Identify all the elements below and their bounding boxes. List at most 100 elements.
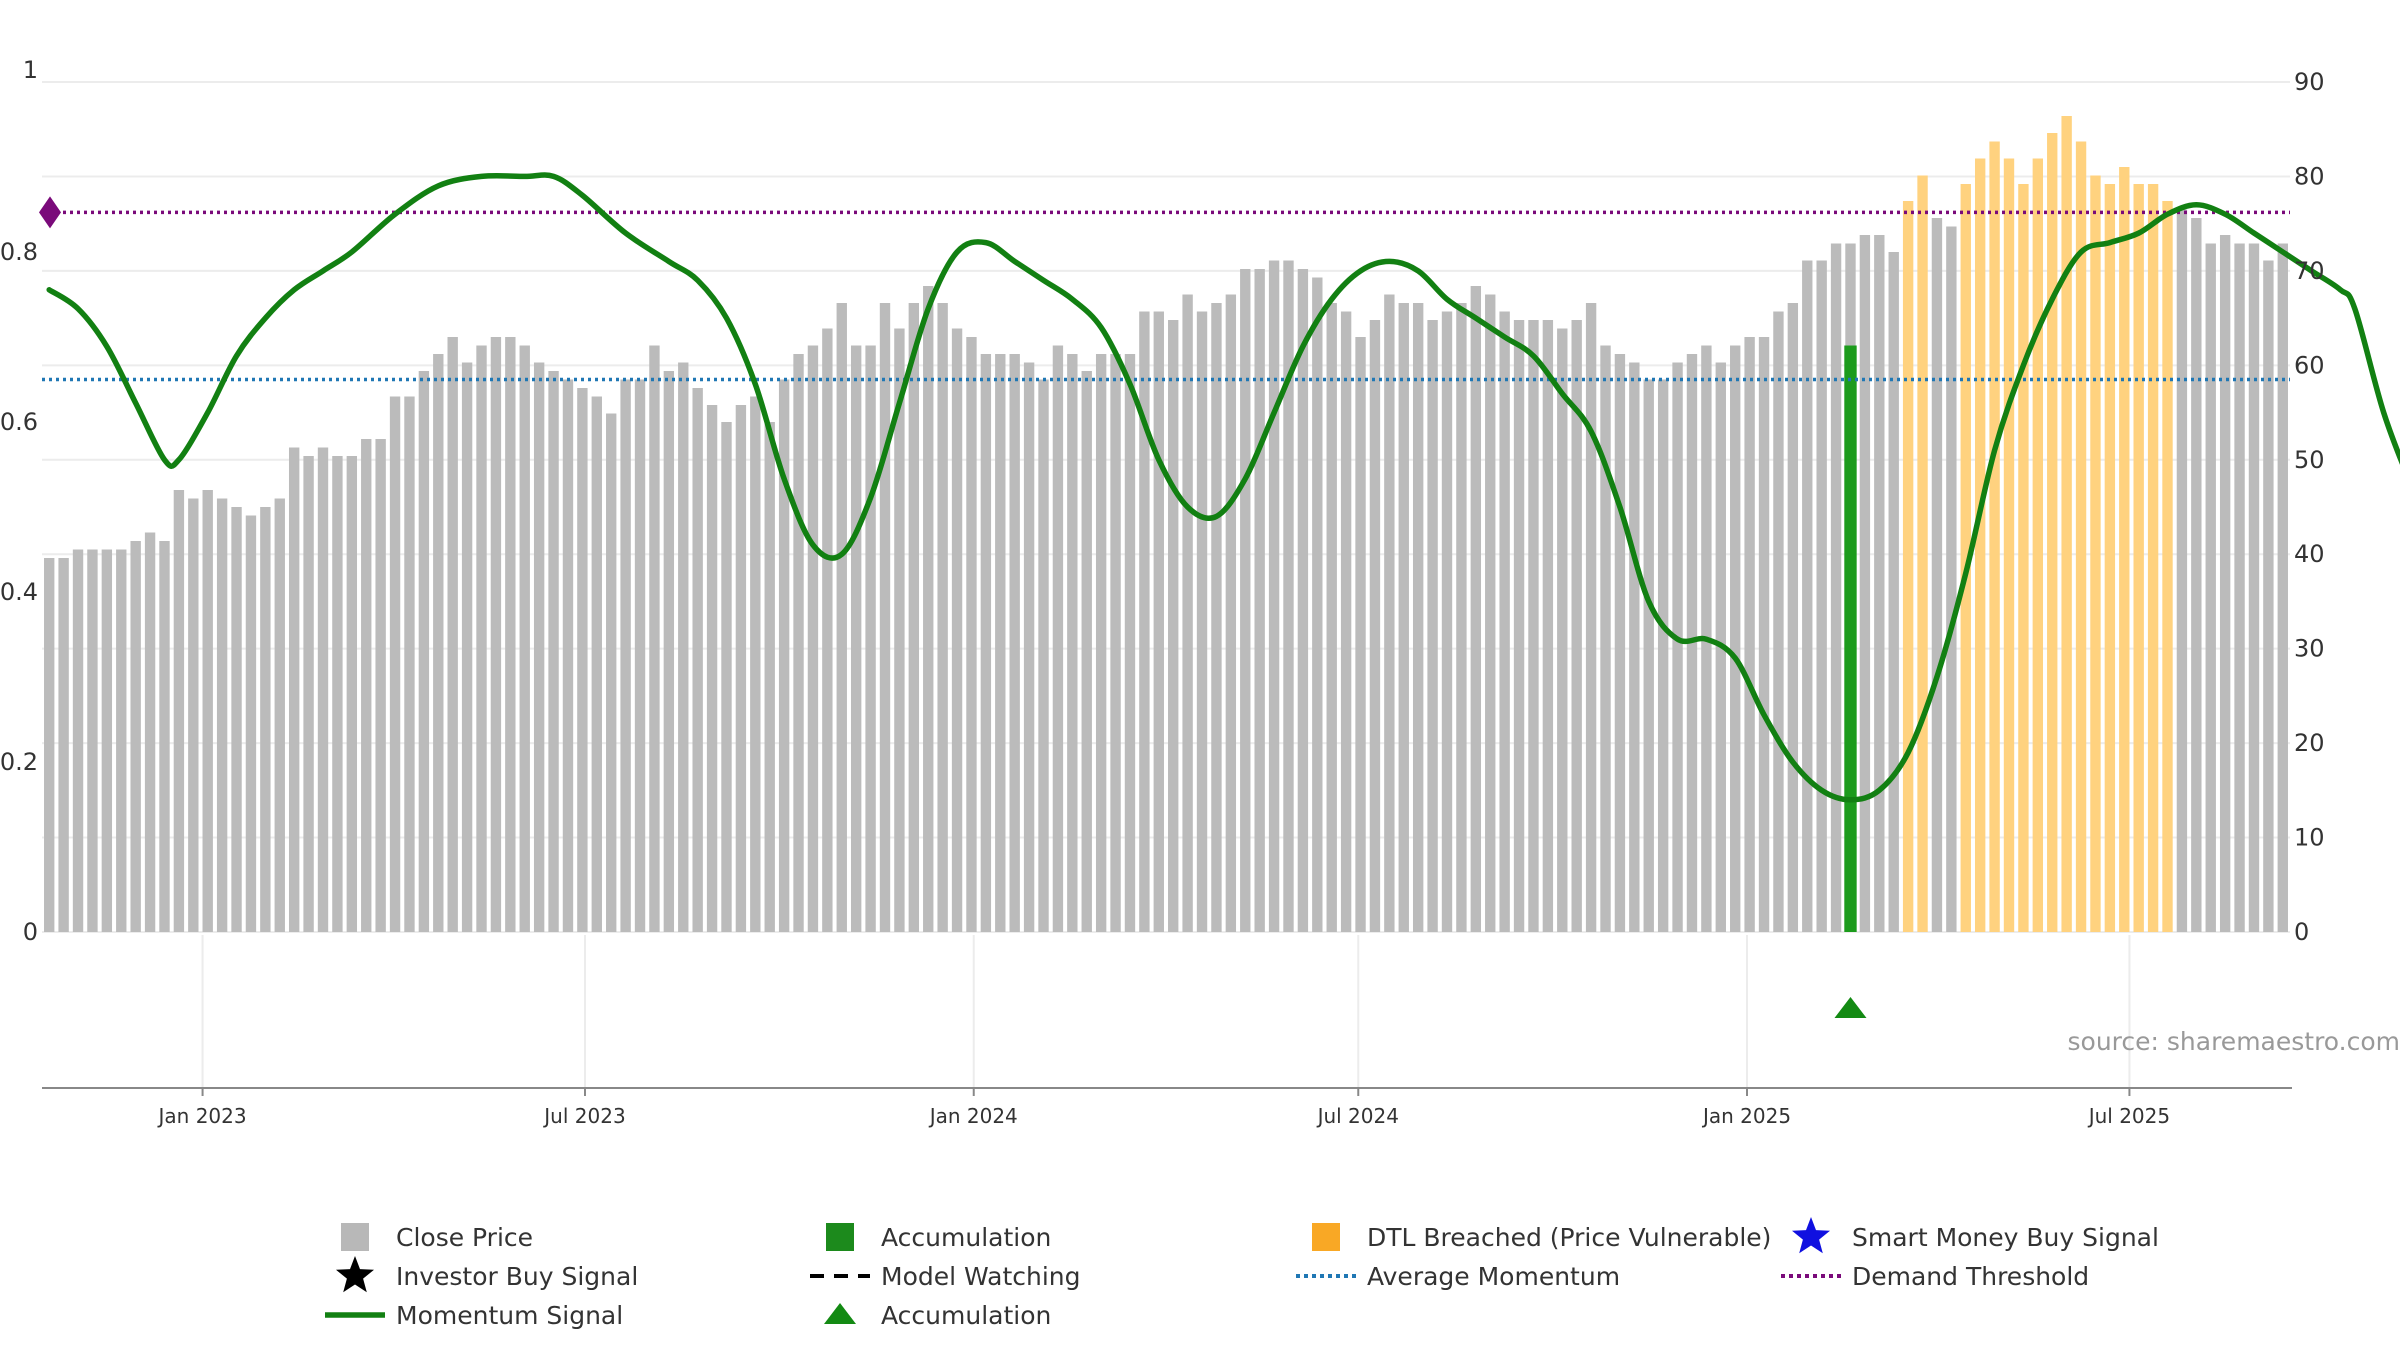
- legend-swatch: [826, 1223, 854, 1251]
- close-price-bar: [1874, 235, 1885, 932]
- left-tick-label: 0.2: [0, 748, 38, 776]
- close-price-bar: [1052, 345, 1064, 932]
- close-price-bar: [101, 549, 113, 932]
- close-price-bar: [807, 345, 819, 932]
- close-price-bar: [116, 549, 127, 932]
- close-price-bar: [822, 328, 833, 932]
- close-price-bar: [1513, 320, 1525, 932]
- close-price-bar: [591, 396, 602, 932]
- left-tick-label: 0.8: [0, 238, 38, 266]
- close-price-bar: [1283, 260, 1294, 932]
- close-price-bar: [1859, 235, 1871, 932]
- close-price-bar: [1672, 362, 1683, 932]
- legend-item-smart-money-buy-signal: Smart Money Buy Signal: [1792, 1217, 2159, 1254]
- legend-label: Investor Buy Signal: [396, 1262, 638, 1291]
- close-price-bar: [1254, 269, 1265, 932]
- close-price-bar: [346, 456, 358, 932]
- close-price-bar: [1485, 294, 1496, 932]
- close-price-bar: [2263, 260, 2274, 932]
- close-price-bar: [1657, 379, 1669, 932]
- legend-item-close-price: Close Price: [341, 1223, 533, 1252]
- close-price-bar: [1211, 303, 1222, 932]
- close-price-bar: [692, 388, 703, 932]
- close-price-bar: [1225, 294, 1237, 932]
- right-tick-label: 40: [2294, 540, 2325, 568]
- legend-label: Accumulation: [881, 1301, 1051, 1330]
- close-price-bar: [1456, 303, 1467, 932]
- close-price-bar: [216, 498, 228, 932]
- close-price-bar: [231, 507, 242, 932]
- close-price-bar: [1802, 260, 1813, 932]
- close-price-bar: [562, 379, 574, 932]
- close-price-bar: [1168, 320, 1179, 932]
- legend-label: Accumulation: [881, 1223, 1051, 1252]
- close-price-bar: [1240, 269, 1251, 932]
- right-tick-label: 30: [2294, 635, 2325, 663]
- close-price-bar: [2234, 243, 2245, 932]
- close-price-bar: [1110, 354, 1121, 932]
- close-price-bar: [461, 362, 473, 932]
- close-price-bar: [2277, 243, 2288, 932]
- right-tick-label: 10: [2294, 824, 2325, 852]
- close-price-bar: [1643, 379, 1654, 932]
- close-price-bar: [519, 345, 530, 932]
- close-price-bar: [1297, 269, 1309, 932]
- legend-item-momentum-signal: Momentum Signal: [325, 1301, 623, 1330]
- legend-swatch: [1312, 1223, 1340, 1251]
- close-price-bar: [908, 303, 920, 932]
- dtl-breached-bar: [2147, 184, 2159, 932]
- close-price-bar: [1412, 303, 1424, 932]
- close-price-bar: [793, 354, 804, 932]
- close-price-bar: [1081, 371, 1092, 932]
- close-price-bar: [879, 303, 891, 932]
- close-price-bar: [1369, 320, 1381, 932]
- close-price-bar: [1585, 303, 1597, 932]
- close-price-bar: [1499, 311, 1510, 932]
- close-price-bar: [2176, 209, 2188, 932]
- dtl-breached-bar: [2003, 158, 2015, 932]
- x-tick-label: Jul 2023: [542, 1104, 625, 1128]
- close-price-bar: [274, 498, 285, 932]
- close-price-bar: [865, 345, 876, 932]
- close-price-bar: [1038, 379, 1049, 932]
- legend-label: Average Momentum: [1367, 1262, 1620, 1291]
- close-price-bar: [1340, 311, 1352, 932]
- close-price-bar: [1946, 226, 1957, 932]
- close-price-bar: [533, 362, 545, 932]
- dtl-breached-bar: [2090, 175, 2101, 932]
- close-price-bars: [44, 116, 2288, 932]
- close-price-bar: [44, 558, 55, 932]
- dtl-breached-bar: [1989, 141, 2000, 932]
- close-price-bar: [764, 422, 775, 932]
- close-price-bar: [1023, 362, 1035, 932]
- legend-label: Momentum Signal: [396, 1301, 623, 1330]
- close-price-bar: [735, 405, 747, 932]
- source-note: source: sharemaestro.com: [2068, 1027, 2400, 1056]
- close-price-bar: [490, 337, 502, 932]
- dtl-breached-bar: [1917, 175, 1928, 932]
- x-tick-label: Jan 2024: [928, 1104, 1018, 1128]
- close-price-bar: [2219, 235, 2231, 932]
- close-price-bar: [1009, 354, 1020, 932]
- close-price-bar: [87, 549, 98, 932]
- close-price-bar: [260, 507, 271, 932]
- dtl-breached-bar: [2119, 167, 2130, 932]
- right-axis-ticks: 0 10 20 30 40 50 60 70 80 90: [2294, 68, 2325, 946]
- x-tick-label: Jan 2025: [1701, 1104, 1791, 1128]
- left-tick-label: 0: [23, 918, 38, 946]
- close-price-bar: [1629, 362, 1640, 932]
- close-price-bar: [130, 541, 141, 932]
- dtl-breached-bar: [1974, 158, 1986, 932]
- signal-markers: [39, 196, 1867, 1018]
- close-price-bar: [245, 515, 257, 932]
- legend-star-icon: [1792, 1217, 1830, 1254]
- close-price-bar: [706, 405, 718, 932]
- close-price-bar: [188, 498, 199, 932]
- dtl-breached-bar: [2061, 116, 2072, 932]
- dtl-breached-bar: [2047, 133, 2058, 932]
- close-price-bar: [1787, 303, 1799, 932]
- accumulation-triangle-marker: [1834, 997, 1867, 1018]
- close-price-bar: [1758, 337, 1770, 932]
- close-price-bar: [1830, 243, 1842, 932]
